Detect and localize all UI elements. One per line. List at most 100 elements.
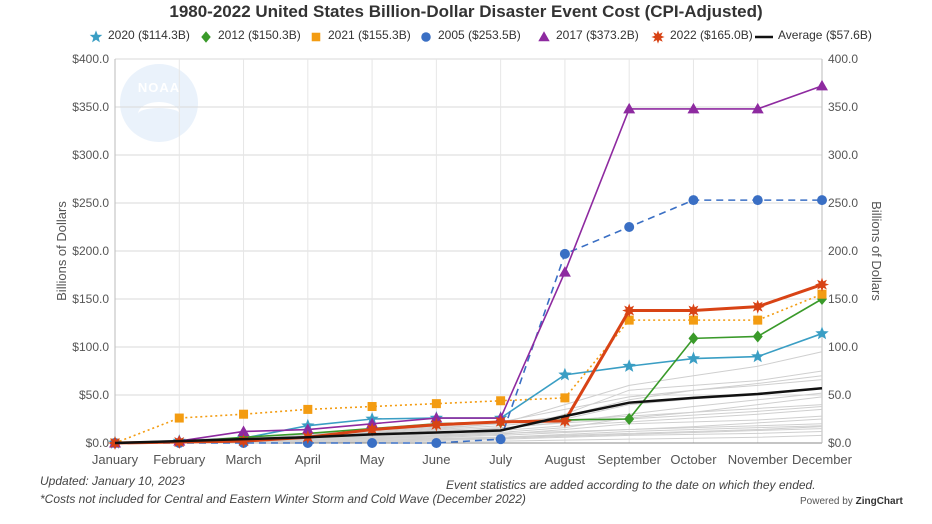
data-point (686, 303, 701, 318)
data-point (815, 277, 829, 292)
data-point (752, 195, 763, 206)
legend-label: 2022 ($165.0B) (670, 28, 753, 42)
data-point (624, 315, 634, 325)
y-tick-label-right: 200.0 (828, 244, 858, 258)
legend-marker-shape (89, 30, 103, 43)
y-tick-label-left: $350.0 (72, 100, 109, 114)
data-point (431, 399, 441, 409)
legend-label: 2020 ($114.3B) (108, 28, 190, 42)
data-point (751, 349, 765, 363)
series-line (115, 199, 822, 444)
legend-marker-icon (538, 31, 550, 42)
y-tick-label-right: 300.0 (828, 148, 858, 162)
legend-marker-shape (311, 32, 321, 42)
y-tick-label-right: 100.0 (828, 340, 858, 354)
data-point (753, 315, 763, 325)
updated-note: Updated: January 10, 2023 (40, 474, 185, 488)
x-tick-label: September (597, 452, 661, 467)
data-point (751, 102, 764, 114)
data-point (622, 303, 637, 318)
data-point (688, 315, 698, 325)
legend-marker-icon (651, 30, 665, 44)
data-point (688, 195, 699, 206)
data-point (560, 393, 570, 403)
y-tick-label-left: $0.0 (86, 436, 110, 450)
data-point (367, 402, 377, 412)
legend-marker-icon (89, 30, 103, 43)
data-point (815, 326, 829, 340)
x-tick-label: August (545, 452, 586, 467)
powered-by-prefix: Powered by (800, 496, 856, 507)
x-tick-label: March (225, 452, 261, 467)
y-tick-label-left: $150.0 (72, 292, 109, 306)
noaa-logo-text: NOAA (137, 80, 181, 95)
y-tick-label-left: $400.0 (72, 52, 109, 66)
series-line (114, 293, 823, 444)
legend-marker-icon (421, 32, 431, 42)
y-axis-title-left: Billions of Dollars (54, 201, 69, 301)
y-tick-label-left: $100.0 (72, 340, 109, 354)
data-point (239, 409, 249, 419)
data-point (817, 195, 827, 206)
y-tick-label-left: $250.0 (72, 196, 109, 210)
costs-note: *Costs not included for Central and East… (40, 492, 526, 506)
x-tick-label: February (153, 452, 206, 467)
x-tick-label: May (360, 452, 385, 467)
legend-label: 2012 ($150.3B) (218, 28, 301, 42)
zingchart-link[interactable]: ZingChart (855, 496, 903, 507)
y-tick-label-left: $200.0 (72, 244, 109, 258)
data-point (686, 351, 701, 365)
data-point (431, 438, 442, 448)
x-tick-label: November (728, 452, 789, 467)
data-point (688, 332, 699, 345)
legend-marker-shape (421, 32, 431, 42)
noaa-bird-icon (138, 102, 180, 126)
data-point (558, 367, 572, 381)
data-point (174, 413, 184, 423)
data-point (624, 413, 635, 425)
series-line (114, 85, 823, 444)
legend-marker-icon (311, 32, 321, 42)
legend-marker-shape (201, 31, 211, 43)
x-tick-label: July (489, 452, 513, 467)
y-tick-label-left: $300.0 (72, 148, 109, 162)
data-point (624, 222, 635, 232)
data-point (301, 423, 314, 435)
noaa-logo: NOAA (120, 64, 198, 142)
data-point (429, 417, 444, 432)
x-tick-label: January (92, 452, 139, 467)
data-point (687, 102, 700, 114)
y-tick-label-right: 400.0 (828, 52, 858, 66)
legend-label: 2017 ($373.2B) (556, 28, 639, 42)
data-point (623, 102, 636, 114)
data-point (750, 299, 765, 314)
series-line (114, 283, 823, 445)
legend-label: 2021 ($155.3B) (328, 28, 411, 42)
data-point (496, 396, 506, 406)
data-point (237, 425, 250, 436)
data-point (430, 412, 443, 423)
data-point (303, 404, 313, 414)
data-point (493, 414, 508, 429)
legend-marker-shape (651, 30, 665, 44)
y-tick-label-left: $50.0 (79, 388, 109, 402)
series-line (114, 387, 823, 445)
legend-label: 2005 ($253.5B) (438, 28, 521, 42)
y-axis-title-right: Billions of Dollars (869, 201, 884, 301)
data-point (367, 438, 378, 448)
data-point (559, 248, 570, 259)
x-tick-label: June (422, 452, 450, 467)
data-point (817, 289, 827, 299)
y-tick-label-right: 150.0 (828, 292, 858, 306)
y-tick-label-right: $0.0 (828, 436, 852, 450)
chart-legend: 2020 ($114.3B) 2012 ($150.3B) 2021 ($155.3… (0, 28, 932, 46)
data-point (495, 434, 506, 445)
powered-by[interactable]: Powered by ZingChart (800, 496, 903, 507)
data-point (752, 330, 763, 343)
legend-marker-shape (538, 31, 550, 42)
data-point (622, 359, 636, 372)
y-tick-label-right: 50.0 (828, 388, 852, 402)
legend-marker-icon (755, 35, 773, 39)
data-point (816, 79, 828, 91)
x-tick-label: December (792, 452, 853, 467)
